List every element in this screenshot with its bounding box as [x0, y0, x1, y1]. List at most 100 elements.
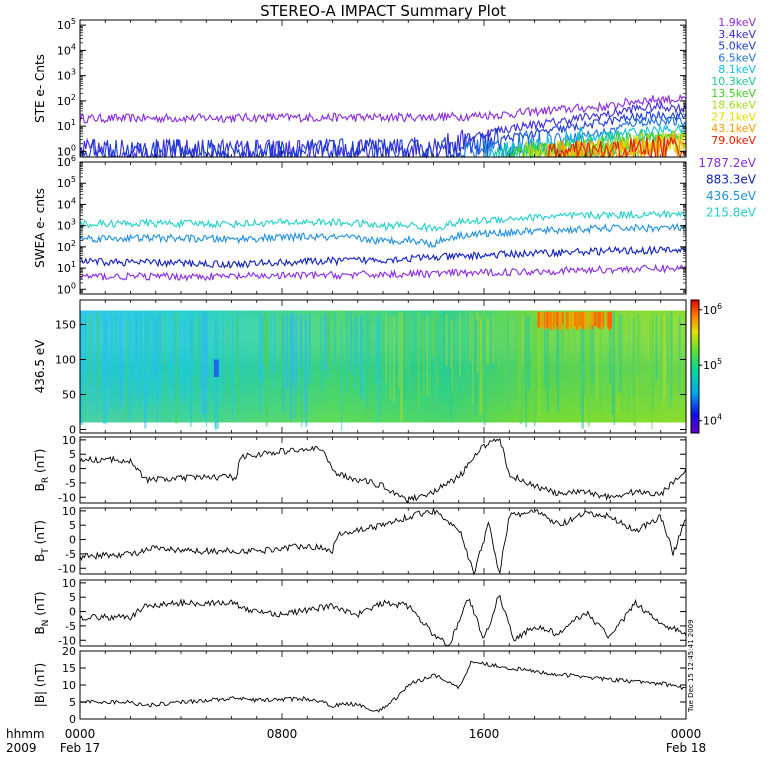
series-line — [79, 222, 687, 249]
series-line — [79, 93, 687, 124]
y-axis-label-bt: BT (nT) — [33, 520, 51, 562]
y-axis-label-pad: 436.5 eV — [33, 339, 47, 394]
y-tick-label: 0 — [69, 463, 76, 476]
series-swea-215.8eV — [79, 209, 687, 233]
y-tick-label: 105 — [57, 17, 76, 32]
x-tick-date-label: Feb 17 — [60, 741, 100, 755]
y-tick-label: 5 — [69, 591, 76, 604]
x-axis-corner-label-year: 2009 — [6, 741, 37, 755]
y-tick-label: 100 — [57, 281, 76, 296]
y-tick-label: 20 — [62, 645, 76, 658]
legend-entry: 79.0keV — [711, 134, 756, 147]
y-tick-label: 0 — [69, 424, 76, 437]
y-tick-label: 104 — [57, 42, 76, 57]
y-tick-label: 5 — [69, 448, 76, 461]
x-axis-corner-label-hhmm: hhmm — [6, 727, 45, 741]
panel-bn: -10-50 510 BN (nT) — [33, 577, 687, 647]
legend-entry: 1787.2eV — [698, 156, 756, 170]
panel-br: -10-50 510 BR (nT) — [33, 434, 687, 504]
x-tick-date-label: Feb 18 — [666, 741, 706, 755]
x-tick-label: 0000 — [671, 727, 702, 741]
y-tick-label: 10 — [62, 434, 76, 447]
series-bt-b — [79, 508, 687, 576]
series-line — [79, 594, 687, 647]
colorbar — [690, 299, 700, 434]
y-tick-label: -10 — [58, 634, 76, 647]
panel-frame — [79, 19, 687, 158]
series-line — [79, 508, 687, 576]
y-tick-label: 104 — [57, 196, 76, 211]
y-axis-label-br: BR (nT) — [33, 449, 51, 492]
legend-entry: 8.1keV — [718, 63, 756, 76]
series-line — [79, 263, 687, 282]
legend-entry: 436.5eV — [706, 189, 757, 203]
legend-entry: 883.3eV — [706, 173, 757, 187]
y-tick-label: -5 — [65, 548, 76, 561]
series-swea-883.3eV — [79, 245, 687, 269]
legend-entry: 10.3keV — [711, 75, 756, 88]
y-tick-label: 101 — [57, 260, 76, 275]
series-ste-1.9keV — [79, 93, 687, 124]
panel-frame — [79, 579, 687, 647]
panel-frame — [79, 650, 687, 720]
y-tick-label: 5 — [69, 519, 76, 532]
panel-bmag: 0 5 10 15 20 |B| (nT) — [33, 645, 687, 726]
y-tick-label: 100 — [55, 354, 76, 367]
y-tick-label: 103 — [57, 218, 76, 233]
y-axis-label-bn: BN (nT) — [33, 591, 51, 634]
series-ste-3.4keV — [79, 100, 687, 160]
series-swea-436.5eV — [79, 222, 687, 249]
y-tick-label: 102 — [57, 93, 76, 108]
legend-entry: 1.9keV — [718, 16, 756, 29]
legends: 1.9keV3.4keV5.0keV6.5keV8.1keV10.3keV13.… — [698, 16, 756, 220]
timestamp: Tue Dec 15 12:45:41 2009 — [687, 619, 695, 713]
panel-swea: 100 101 102 103 104 105 106 SWEA e- cnts — [33, 154, 687, 296]
legend-swea: 1787.2eV 883.3eV 436.5eV 215.8eV — [698, 156, 756, 220]
y-tick-label: 150 — [55, 319, 76, 332]
series-ste-6.5keV — [458, 116, 687, 159]
chart-title: STEREO-A IMPACT Summary Plot — [260, 2, 506, 20]
y-tick-label: 101 — [57, 118, 76, 133]
colorbar-tick-label: 104 — [703, 413, 722, 428]
legend-ste: 1.9keV3.4keV5.0keV6.5keV8.1keV10.3keV13.… — [711, 16, 756, 147]
y-tick-label: 15 — [62, 662, 76, 675]
legend-entry: 3.4keV — [718, 28, 756, 41]
y-tick-label: 0 — [69, 606, 76, 619]
y-tick-label: -5 — [65, 620, 76, 633]
legend-entry: 5.0keV — [718, 40, 756, 53]
y-axis-label-swea: SWEA e- cnts — [33, 188, 47, 268]
y-tick-label: 102 — [57, 239, 76, 254]
panel-frame — [79, 507, 687, 575]
y-tick-label: -10 — [58, 491, 76, 504]
series-bn-b — [79, 594, 687, 647]
y-tick-label: 10 — [62, 505, 76, 518]
y-tick-label: 10 — [62, 577, 76, 590]
x-tick-label: 0800 — [267, 727, 298, 741]
legend-entry: 13.5keV — [711, 87, 756, 100]
y-tick-label: 10 — [62, 679, 76, 692]
y-axis-label-bmag: |B| (nT) — [33, 663, 47, 707]
series-swea-1787.2eV — [79, 263, 687, 282]
panel-bt: -10-50 510 BT (nT) — [33, 505, 687, 576]
y-tick-label: 0 — [69, 534, 76, 547]
panel-frame — [79, 161, 687, 295]
y-axis-label-ste: STE e- Cnts — [33, 54, 47, 123]
legend-entry: 215.8eV — [706, 206, 757, 220]
legend-entry: 43.1keV — [711, 122, 756, 135]
x-tick-label: 0000 — [65, 727, 96, 741]
series-br-b — [79, 437, 687, 504]
y-tick-label: 0 — [69, 713, 76, 726]
series-line — [79, 209, 687, 233]
panel-pad: 104 105 106 0 50 100 150 436.5 eV — [33, 299, 722, 437]
y-tick-label: 105 — [57, 175, 76, 190]
series-line — [79, 100, 687, 160]
y-tick-label: 50 — [62, 389, 76, 402]
x-tick-label: 1600 — [469, 727, 500, 741]
series-bmag-b — [79, 660, 687, 713]
y-tick-label: 5 — [69, 696, 76, 709]
